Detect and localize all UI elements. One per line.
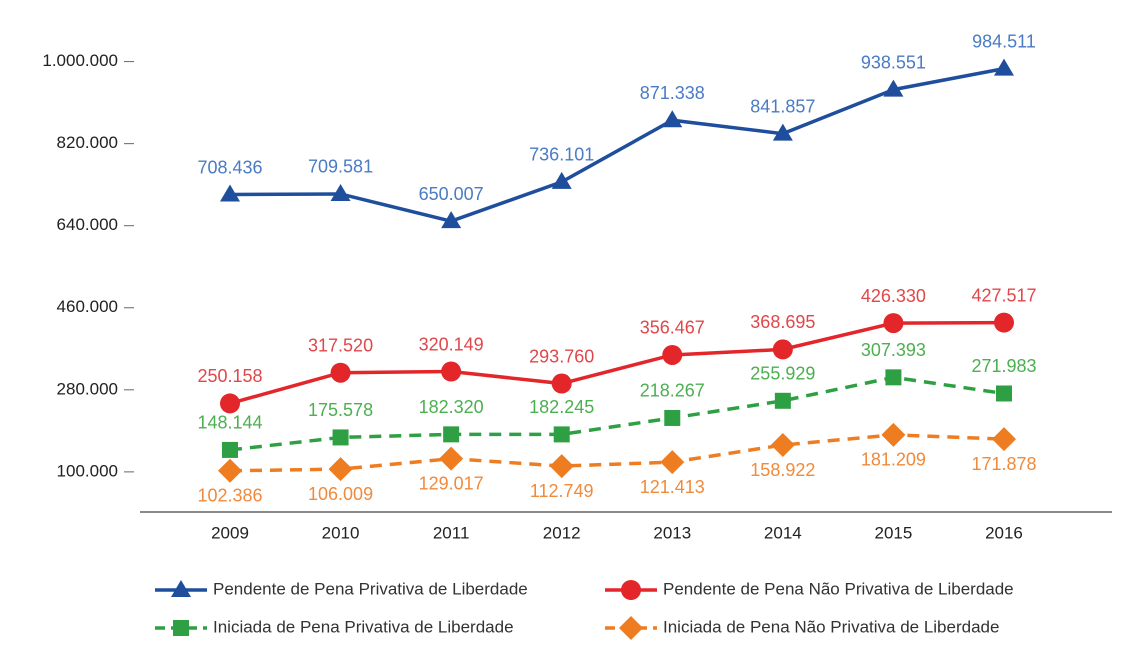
marker: [885, 369, 902, 386]
marker: [441, 211, 462, 229]
data-label: 255.929: [750, 364, 815, 384]
marker: [332, 429, 349, 446]
y-tick-label: 640.000: [57, 215, 118, 234]
x-tick-label: 2012: [543, 523, 581, 542]
marker: [993, 58, 1014, 76]
marker: [883, 313, 904, 334]
marker: [328, 457, 353, 482]
data-label: 112.749: [530, 481, 594, 501]
marker: [660, 450, 685, 475]
data-label: 129.017: [419, 473, 484, 493]
marker: [549, 454, 574, 479]
data-label: 841.857: [750, 96, 815, 116]
x-tick-label: 2010: [322, 523, 360, 542]
marker: [662, 344, 683, 365]
marker: [991, 427, 1016, 452]
data-label: 736.101: [529, 145, 594, 165]
data-label: 181.209: [861, 450, 926, 470]
data-label: 427.517: [971, 285, 1036, 305]
marker: [330, 183, 351, 201]
marker: [772, 339, 793, 360]
x-tick-label: 2014: [764, 523, 802, 542]
marker: [774, 392, 791, 409]
data-label: 984.511: [972, 31, 1036, 51]
series-line: [229, 433, 1005, 473]
marker: [993, 312, 1014, 333]
series-line: [229, 320, 1004, 406]
data-label: 158.922: [750, 460, 815, 480]
data-label: 148.144: [197, 413, 262, 433]
x-tick-label: 2009: [211, 523, 249, 542]
marker: [218, 458, 242, 483]
data-label: 271.983: [971, 356, 1036, 376]
legend-marker: [173, 620, 189, 636]
data-label: 102.386: [197, 486, 262, 506]
y-tick-label: 100.000: [57, 461, 118, 480]
data-label: 175.578: [308, 400, 373, 420]
marker: [443, 426, 460, 443]
marker: [551, 171, 572, 189]
y-tick-label: 1.000.000: [42, 51, 118, 70]
marker: [995, 385, 1012, 402]
data-label: 426.330: [861, 286, 926, 306]
data-label: 317.520: [308, 335, 373, 355]
y-tick-label: 280.000: [57, 379, 118, 398]
y-tick-label: 460.000: [57, 297, 118, 316]
series-line: [229, 66, 1005, 223]
data-label: 182.245: [529, 397, 594, 417]
marker: [553, 426, 570, 443]
legend-label: Pendente de Pena Privativa de Liberdade: [213, 579, 528, 598]
data-label: 356.467: [640, 318, 705, 338]
data-label: 218.267: [640, 381, 705, 401]
data-label: 106.009: [308, 484, 373, 504]
marker: [330, 362, 351, 383]
data-label: 368.695: [750, 312, 815, 332]
legend-marker: [621, 580, 641, 600]
marker: [220, 393, 240, 414]
marker: [881, 422, 906, 447]
legend-marker: [171, 580, 191, 597]
marker: [439, 446, 464, 471]
data-label: 709.581: [308, 157, 373, 177]
data-label: 293.760: [529, 346, 594, 366]
marker: [664, 409, 681, 426]
x-tick-label: 2016: [985, 523, 1023, 542]
data-label: 650.007: [419, 184, 484, 204]
data-label: 320.149: [419, 334, 484, 354]
data-label: 307.393: [861, 340, 926, 360]
data-label: 250.158: [197, 366, 262, 386]
marker: [770, 433, 795, 458]
series-line: [229, 375, 1005, 452]
data-label: 708.436: [197, 157, 262, 177]
data-label: 871.338: [640, 83, 705, 103]
marker: [883, 79, 904, 97]
legend-label: Iniciada de Pena Privativa de Liberdade: [213, 617, 514, 636]
y-tick-label: 820.000: [57, 133, 118, 152]
marker: [220, 184, 240, 202]
x-tick-label: 2013: [653, 523, 691, 542]
marker: [441, 361, 462, 382]
data-label: 171.878: [971, 454, 1036, 474]
data-label: 182.320: [419, 397, 484, 417]
x-tick-label: 2011: [433, 523, 470, 542]
marker: [772, 123, 793, 141]
data-label: 938.551: [861, 52, 926, 72]
x-tick-label: 2015: [875, 523, 913, 542]
marker: [222, 441, 238, 458]
legend-label: Pendente de Pena Não Privativa de Liberd…: [663, 579, 1014, 598]
marker: [551, 373, 572, 394]
marker: [662, 110, 683, 128]
legend-marker: [619, 616, 643, 640]
legend-label: Iniciada de Pena Não Privativa de Liberd…: [663, 617, 999, 636]
data-label: 121.413: [640, 477, 705, 497]
